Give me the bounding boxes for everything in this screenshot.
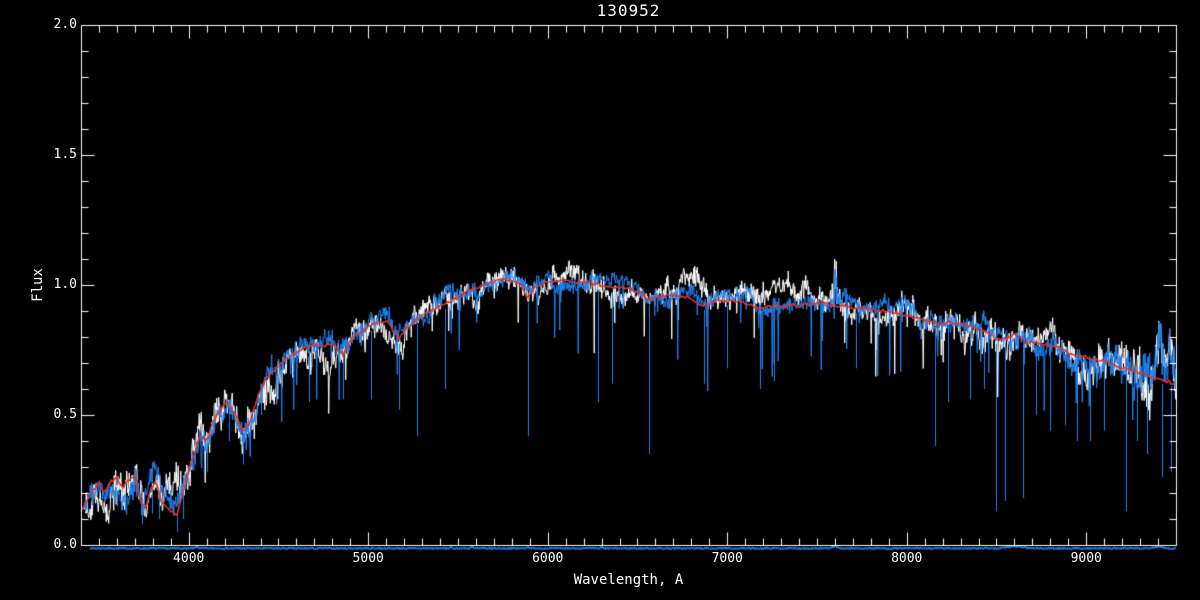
x-tick-label: 5000 bbox=[352, 551, 384, 566]
x-tick-label: 6000 bbox=[532, 551, 564, 566]
y-tick-label: 2.0 bbox=[53, 17, 77, 32]
y-tick-label: 0.0 bbox=[53, 537, 77, 552]
y-tick-label: 1.0 bbox=[53, 277, 77, 292]
x-tick-label: 8000 bbox=[891, 551, 923, 566]
x-tick-label: 4000 bbox=[173, 551, 205, 566]
y-tick-label: 1.5 bbox=[53, 147, 77, 162]
y-tick-label: 0.5 bbox=[53, 407, 77, 422]
x-tick-label: 9000 bbox=[1070, 551, 1102, 566]
x-axis-label: Wavelength, A bbox=[573, 572, 684, 588]
x-tick-label: 7000 bbox=[711, 551, 743, 566]
plot-title: 130952 bbox=[596, 1, 661, 20]
